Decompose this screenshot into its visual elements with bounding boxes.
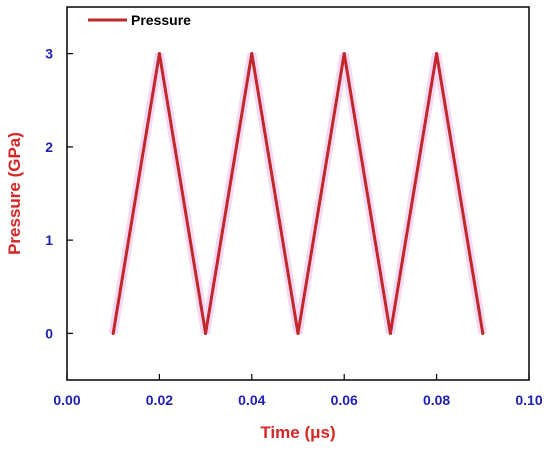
data-point	[296, 331, 300, 335]
data-point	[388, 331, 392, 335]
data-point	[157, 52, 161, 56]
data-point	[204, 331, 208, 335]
data-point	[435, 52, 439, 56]
y-tick-label: 0	[45, 325, 53, 341]
data-point	[250, 52, 254, 56]
x-tick-label: 0.10	[515, 392, 542, 408]
x-axis-ticks: 0.00 0.02 0.04 0.06 0.08 0.10	[53, 374, 543, 408]
data-point	[111, 331, 115, 335]
data-point	[342, 52, 346, 56]
y-tick-label: 2	[45, 139, 53, 155]
x-tick-label: 0.08	[423, 392, 450, 408]
series-glow	[108, 52, 488, 335]
y-axis-title: Pressure (GPa)	[5, 132, 24, 255]
x-tick-label: 0.06	[331, 392, 358, 408]
y-tick-label: 3	[45, 46, 53, 62]
x-tick-label: 0.04	[238, 392, 265, 408]
series-layer	[108, 52, 488, 335]
data-point	[481, 331, 485, 335]
plot-frame	[66, 6, 530, 381]
x-axis-title: Time (μs)	[260, 423, 335, 442]
axes-frame	[66, 6, 530, 381]
y-tick-label: 1	[45, 232, 53, 248]
legend: Pressure	[88, 12, 191, 28]
y-axis-ticks: 0 1 2 3	[45, 46, 73, 341]
x-tick-label: 0.00	[53, 392, 80, 408]
x-tick-label: 0.02	[146, 392, 173, 408]
legend-label-pressure: Pressure	[131, 12, 191, 28]
